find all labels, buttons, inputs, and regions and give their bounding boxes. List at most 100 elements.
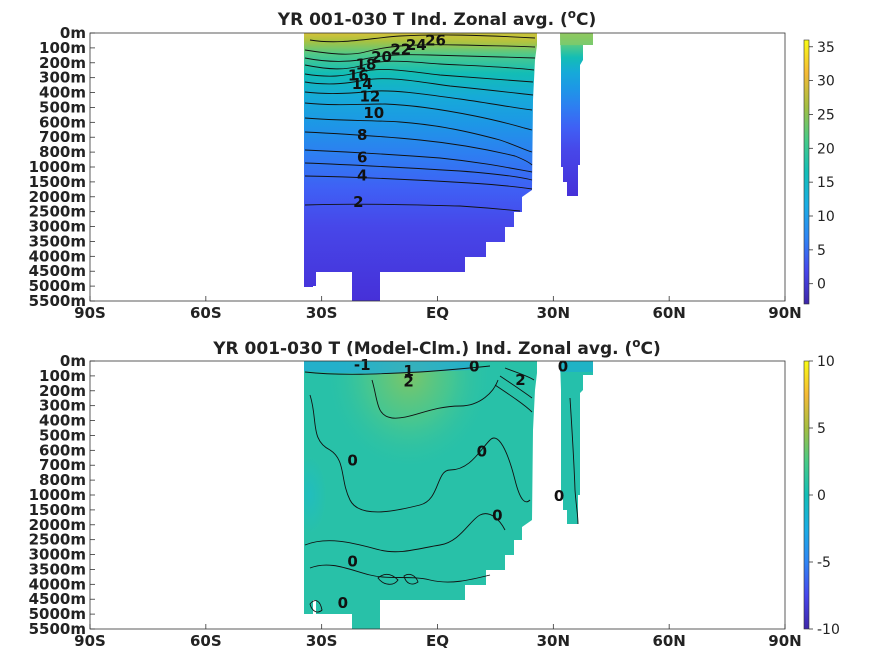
bottom-x-tick-label: 30N: [537, 632, 570, 650]
bottom-y-tick-label: 500m: [39, 426, 86, 444]
bottom-x-tick-label: 30S: [306, 632, 338, 650]
bottom-panel: YR 001-030 T (Model-Clm.) Ind. Zonal avg…: [29, 336, 840, 650]
top-y-tick-label: 2500m: [29, 203, 86, 221]
top-y-tick-label: 3500m: [29, 232, 86, 250]
bottom-y-tick-label: 600m: [39, 441, 86, 459]
top-y-tick-label: 200m: [39, 54, 86, 72]
top-y-tick-label: 700m: [39, 128, 86, 146]
top-colorbar-tick-label: 35: [817, 40, 835, 56]
bottom-y-tick-label: 5500m: [29, 620, 86, 638]
top-y-tick-label: 2000m: [29, 188, 86, 206]
top-contour-label: 10: [363, 104, 384, 122]
bottom-y-tick-label: 200m: [39, 382, 86, 400]
bottom-x-tick-label: 60N: [652, 632, 685, 650]
top-y-tick-label: 5000m: [29, 277, 86, 295]
top-contour-label: 22: [390, 41, 411, 59]
bottom-contour-label: 0: [347, 553, 357, 571]
bottom-contour-label: 0: [347, 451, 357, 469]
top-contour-label: 6: [357, 149, 367, 167]
top-contour-label: 16: [348, 67, 369, 85]
bottom-y-tick-label: 5000m: [29, 605, 86, 623]
top-contour-label: 18: [356, 56, 377, 74]
bottom-colorbar-bar: [803, 360, 810, 630]
bottom-contour-label: 0: [469, 357, 479, 375]
top-y-tick-label: 3000m: [29, 218, 86, 236]
top-panel: YR 001-030 T Ind. Zonal avg. (oC): [29, 7, 835, 322]
bottom-y-tick-label: 4500m: [29, 590, 86, 608]
top-ocean-north: [560, 33, 593, 196]
top-y-tick-label: 1500m: [29, 173, 86, 191]
bottom-contour-label: 0: [554, 487, 564, 505]
top-y-tick-label: 5500m: [29, 292, 86, 310]
top-x-tick-label: 60S: [190, 304, 222, 322]
top-panel-title: YR 001-030 T Ind. Zonal avg. (oC): [277, 7, 596, 30]
bottom-colorbar-tick-label: 5: [817, 421, 826, 437]
top-x-tick-label: 30S: [306, 304, 338, 322]
top-contour-label: 24: [406, 36, 427, 54]
top-y-tick-label: 4500m: [29, 262, 86, 280]
bottom-contour-label: 0: [558, 357, 568, 375]
bottom-y-tick-label: 800m: [39, 471, 86, 489]
bottom-colorbar-tick-label: -5: [817, 555, 831, 571]
top-contour-label: 8: [357, 126, 367, 144]
bottom-y-tick-label: 4000m: [29, 575, 86, 593]
top-colorbar-tick-label: 0: [817, 277, 826, 293]
top-colorbar-ticks: 0 5 10 15 20 25 30 35: [809, 40, 835, 293]
top-y-tick-label: 400m: [39, 84, 86, 102]
top-x-tick-label: 30N: [537, 304, 570, 322]
top-y-tick-label: 800m: [39, 143, 86, 161]
bottom-x-tick-label: 90N: [768, 632, 801, 650]
bottom-y-tick-label: 3000m: [29, 546, 86, 564]
top-contour-label: 2: [353, 193, 363, 211]
bottom-y-tick-label: 2000m: [29, 516, 86, 534]
bottom-contour-label: -1: [354, 356, 371, 374]
top-x-tick-label: 90S: [74, 304, 106, 322]
top-warm-surface: [330, 33, 537, 62]
bottom-contour-label: 1: [403, 362, 413, 380]
top-field: [304, 33, 593, 301]
bottom-colorbar-tick-label: -10: [817, 622, 840, 638]
bottom-contour-label: 2: [403, 372, 413, 390]
bottom-y-tick-label: 700m: [39, 456, 86, 474]
bottom-ocean-north: [560, 361, 593, 524]
top-colorbar: 0 5 10 15 20 25 30 35: [803, 39, 835, 305]
bottom-y-tick-label: 3500m: [29, 560, 86, 578]
top-x-tick-label: 60N: [652, 304, 685, 322]
bottom-y-tick-label: 0m: [60, 352, 86, 370]
bottom-y-tick-label: 400m: [39, 412, 86, 430]
top-y-tick-label: 1000m: [29, 158, 86, 176]
bottom-anomaly-warm: [304, 361, 537, 629]
bottom-y-tick-label: 300m: [39, 397, 86, 415]
top-x-tick-label: 90N: [768, 304, 801, 322]
top-contour-label: 12: [359, 88, 380, 106]
bottom-colorbar-tick-label: 10: [817, 354, 835, 370]
top-colorbar-tick-label: 5: [817, 243, 826, 259]
bottom-panel-title: YR 001-030 T (Model-Clm.) Ind. Zonal avg…: [212, 336, 661, 359]
bottom-y-tick-label: 1000m: [29, 486, 86, 504]
top-contour-label: 20: [371, 48, 392, 66]
top-colorbar-tick-label: 10: [817, 209, 835, 225]
top-y-tick-label: 4000m: [29, 247, 86, 265]
bottom-contours: [304, 365, 579, 613]
bottom-x-tick-label: EQ: [426, 632, 449, 650]
bottom-ocean-north-cool: [560, 361, 593, 372]
bottom-contour-label: 0: [338, 594, 348, 612]
top-y-tick-label: 600m: [39, 113, 86, 131]
top-y-tick-label: 500m: [39, 98, 86, 116]
bottom-colorbar-tick-label: 0: [817, 488, 826, 504]
top-ocean-north-warm: [560, 33, 593, 45]
top-colorbar-tick-label: 25: [817, 107, 835, 123]
top-colorbar-tick-label: 15: [817, 175, 835, 191]
top-contour-label: 26: [425, 32, 446, 50]
bottom-colorbar: -10 -5 0 5 10: [803, 354, 840, 638]
top-colorbar-tick-label: 20: [817, 141, 835, 157]
top-ocean-main: [304, 33, 537, 301]
top-y-axis: 0m100m200m300m400m500m600m700m800m1000m1…: [29, 24, 95, 310]
top-contour-label: 4: [357, 166, 367, 184]
bottom-x-tick-label: 60S: [190, 632, 222, 650]
bottom-contour-label: 0: [492, 506, 502, 524]
bottom-y-tick-label: 2500m: [29, 531, 86, 549]
